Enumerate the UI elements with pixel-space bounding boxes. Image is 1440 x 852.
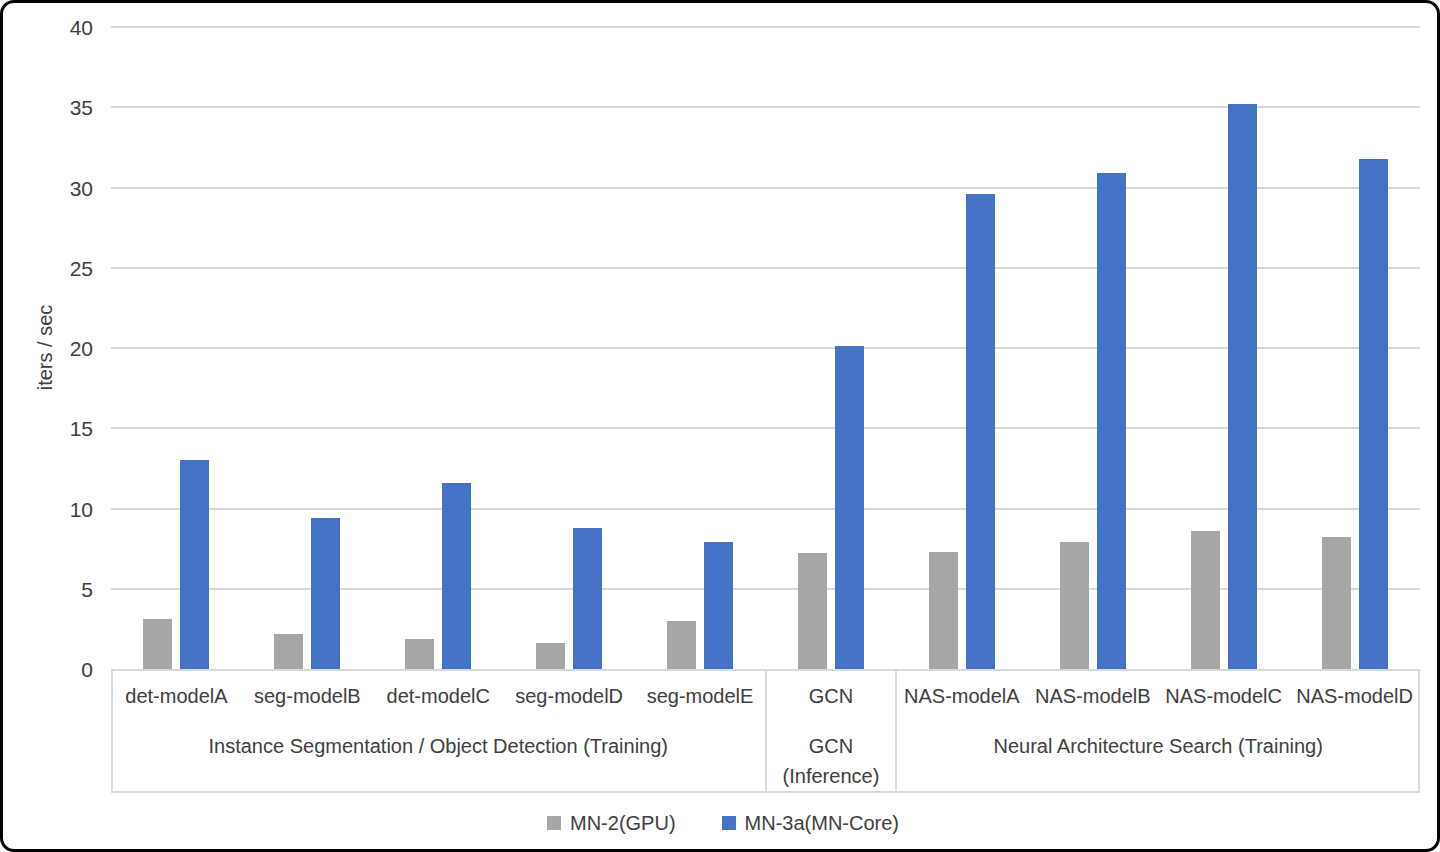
bar-mn3a-NAS-modelB <box>1097 173 1126 669</box>
bar-mn2-det-modelC <box>405 639 434 670</box>
bar-mn3a-det-modelC <box>442 483 471 669</box>
y-tick-5: 5 <box>33 578 93 599</box>
bar-mn2-NAS-modelB <box>1060 542 1089 669</box>
bar-mn2-GCN <box>798 553 827 669</box>
gridline-10 <box>111 508 1420 510</box>
bar-mn2-det-modelA <box>143 619 172 669</box>
gridline-40 <box>111 26 1420 28</box>
y-tick-25: 25 <box>33 257 93 278</box>
bar-mn2-seg-modelE <box>667 621 696 669</box>
bar-mn3a-GCN <box>835 346 864 669</box>
legend-item-mn2: MN-2(GPU) <box>547 813 676 833</box>
category-label-det-modelC: det-modelC <box>373 669 504 723</box>
group-label-2: Neural Architecture Search (Training) <box>896 723 1420 793</box>
legend-label-mn2: MN-2(GPU) <box>570 813 676 833</box>
category-label-seg-modelB: seg-modelB <box>242 669 373 723</box>
gridline-30 <box>111 187 1420 189</box>
y-tick-10: 10 <box>33 498 93 519</box>
bar-mn3a-det-modelA <box>180 460 209 669</box>
bar-mn3a-NAS-modelA <box>966 194 995 669</box>
category-label-NAS-modelC: NAS-modelC <box>1158 669 1289 723</box>
gridline-15 <box>111 427 1420 429</box>
legend: MN-2(GPU) MN-3a(MN-Core) <box>3 807 1440 839</box>
y-tick-35: 35 <box>33 97 93 118</box>
bar-mn3a-NAS-modelD <box>1359 159 1388 669</box>
gridline-35 <box>111 106 1420 108</box>
bar-mn2-seg-modelD <box>536 643 565 669</box>
category-label-GCN: GCN <box>766 669 897 723</box>
legend-label-mn3a: MN-3a(MN-Core) <box>745 813 899 833</box>
group-label-0: Instance Segmentation / Object Detection… <box>111 723 766 793</box>
group-label-1: GCN (Inference) <box>766 723 897 793</box>
legend-item-mn3a: MN-3a(MN-Core) <box>722 813 899 833</box>
category-label-seg-modelD: seg-modelD <box>504 669 635 723</box>
bar-mn2-NAS-modelA <box>929 552 958 669</box>
y-tick-40: 40 <box>33 17 93 38</box>
bar-mn3a-NAS-modelC <box>1228 104 1257 669</box>
bar-mn3a-seg-modelB <box>311 518 340 669</box>
y-tick-15: 15 <box>33 418 93 439</box>
gridline-20 <box>111 347 1420 349</box>
bar-mn3a-seg-modelD <box>573 528 602 669</box>
gridline-5 <box>111 588 1420 590</box>
y-tick-30: 30 <box>33 177 93 198</box>
bar-mn2-NAS-modelD <box>1322 537 1351 669</box>
gridline-25 <box>111 267 1420 269</box>
bar-mn2-seg-modelB <box>274 634 303 669</box>
category-label-NAS-modelA: NAS-modelA <box>896 669 1027 723</box>
category-label-seg-modelE: seg-modelE <box>635 669 766 723</box>
y-axis-title: iters / sec <box>34 298 57 398</box>
chart-window: 0510152025303540 iters / sec det-modelAs… <box>0 0 1440 852</box>
legend-swatch-mn3a-icon <box>722 816 736 830</box>
category-label-NAS-modelB: NAS-modelB <box>1027 669 1158 723</box>
category-label-det-modelA: det-modelA <box>111 669 242 723</box>
legend-swatch-mn2-icon <box>547 816 561 830</box>
category-label-NAS-modelD: NAS-modelD <box>1289 669 1420 723</box>
bar-mn2-NAS-modelC <box>1191 531 1220 669</box>
bar-mn3a-seg-modelE <box>704 542 733 669</box>
y-tick-0: 0 <box>33 659 93 680</box>
